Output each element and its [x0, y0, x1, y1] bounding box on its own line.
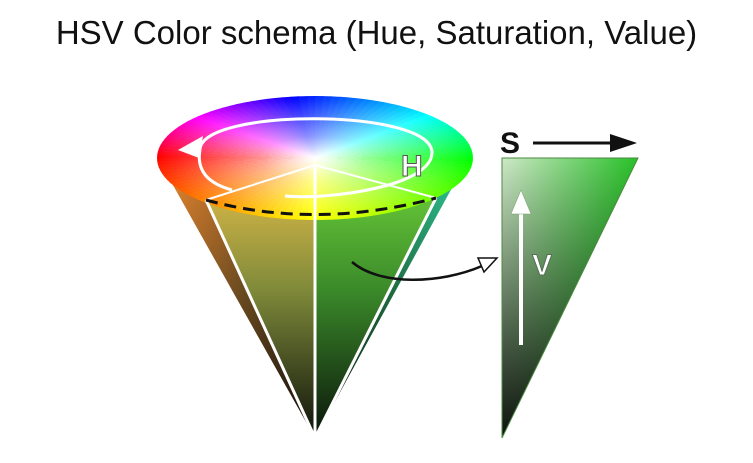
saturation-arrow-head [610, 134, 637, 152]
hue-ring-left [197, 149, 233, 192]
cone-side-cyan [315, 155, 470, 438]
value-label: V [532, 249, 552, 282]
cone-edge-left [204, 199, 317, 439]
hsv-cone: H [157, 96, 499, 439]
hue-label: H [401, 150, 423, 183]
cone-edge-right [313, 197, 438, 439]
cone-to-triangle-arrow-head [476, 257, 499, 274]
cone-side-yellow [206, 168, 315, 438]
cone-dashed-rim [205, 196, 437, 216]
saturation-label: S [500, 127, 520, 160]
value-arrow-head [510, 189, 532, 215]
sv-triangle: V S [500, 127, 639, 439]
hue-ring [198, 117, 434, 199]
cone-to-triangle-arrow [351, 261, 483, 281]
cone-side-red [160, 162, 315, 438]
page-title: HSV Color schema (Hue, Saturation, Value… [55, 14, 698, 51]
sv-triangle-outline [501, 157, 639, 439]
cone-side-green [315, 168, 436, 438]
hue-arrow-head [178, 136, 203, 158]
cone-top-lines [205, 163, 437, 201]
